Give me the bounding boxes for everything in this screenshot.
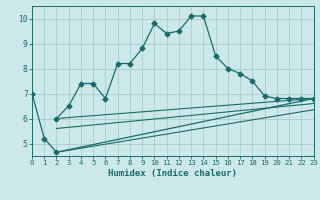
X-axis label: Humidex (Indice chaleur): Humidex (Indice chaleur) bbox=[108, 169, 237, 178]
